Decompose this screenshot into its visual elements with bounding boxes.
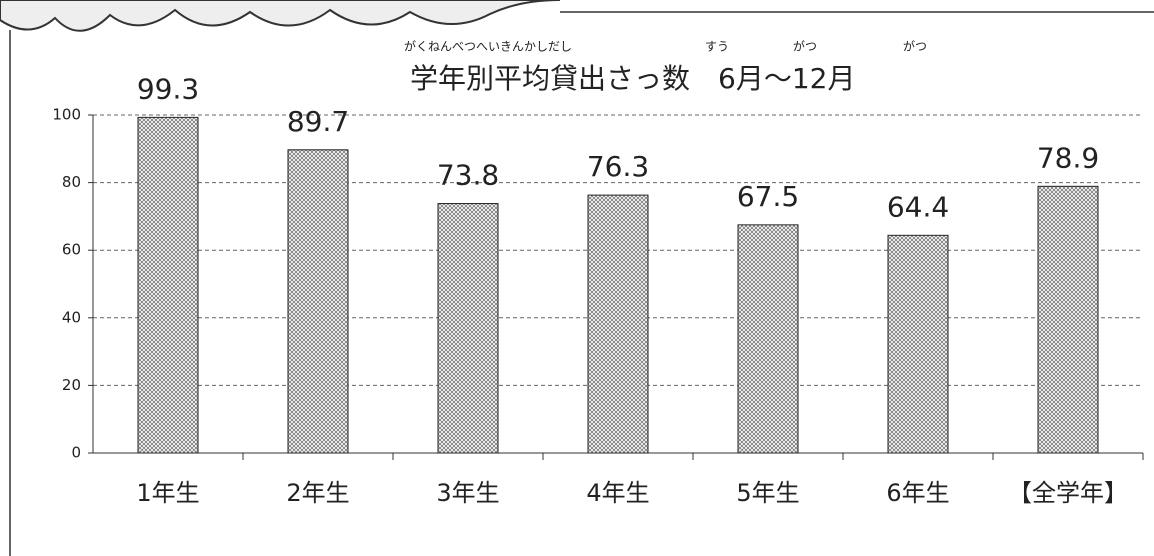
bar — [588, 195, 648, 453]
value-label: 67.5 — [737, 180, 799, 213]
bar — [1038, 186, 1098, 453]
x-tick-label: 1年生 — [136, 479, 199, 507]
y-tick-label: 20 — [62, 376, 81, 394]
bar — [438, 204, 498, 453]
bar — [138, 117, 198, 453]
x-tick-label: 3年生 — [436, 479, 499, 507]
x-tick-label: 6年生 — [886, 479, 949, 507]
y-tick-label: 0 — [71, 444, 81, 462]
x-tick-label: 2年生 — [286, 479, 349, 507]
title-ruby: がつ — [793, 39, 817, 54]
y-tick-label: 80 — [62, 173, 81, 191]
title-ruby: がつ — [903, 39, 927, 54]
bar — [738, 225, 798, 453]
title-ruby: がくねんべつへいきんかしだし — [404, 39, 572, 54]
value-label: 78.9 — [1037, 141, 1099, 174]
y-tick-label: 40 — [62, 308, 81, 326]
bar — [288, 150, 348, 453]
value-label: 76.3 — [587, 150, 649, 183]
decoration — [0, 0, 560, 31]
x-tick-label: 4年生 — [586, 479, 649, 507]
y-tick-label: 100 — [52, 106, 81, 124]
value-label: 73.8 — [437, 159, 499, 192]
title-ruby: すう — [705, 40, 729, 54]
x-tick-label: 5年生 — [736, 479, 799, 507]
chart: 学年別平均貸出さっ数 6月〜12月 がくねんべつへいきんかしだし すう がつ がつ 0 2… — [0, 0, 1154, 556]
y-tick-label: 60 — [62, 241, 81, 259]
value-label: 89.7 — [287, 105, 349, 138]
x-tick-label: 【全学年】 — [1008, 479, 1128, 507]
value-label: 64.4 — [887, 190, 949, 223]
chart-title: 学年別平均貸出さっ数 6月〜12月 — [410, 62, 855, 95]
bar — [888, 235, 948, 453]
value-label: 99.3 — [137, 72, 199, 105]
